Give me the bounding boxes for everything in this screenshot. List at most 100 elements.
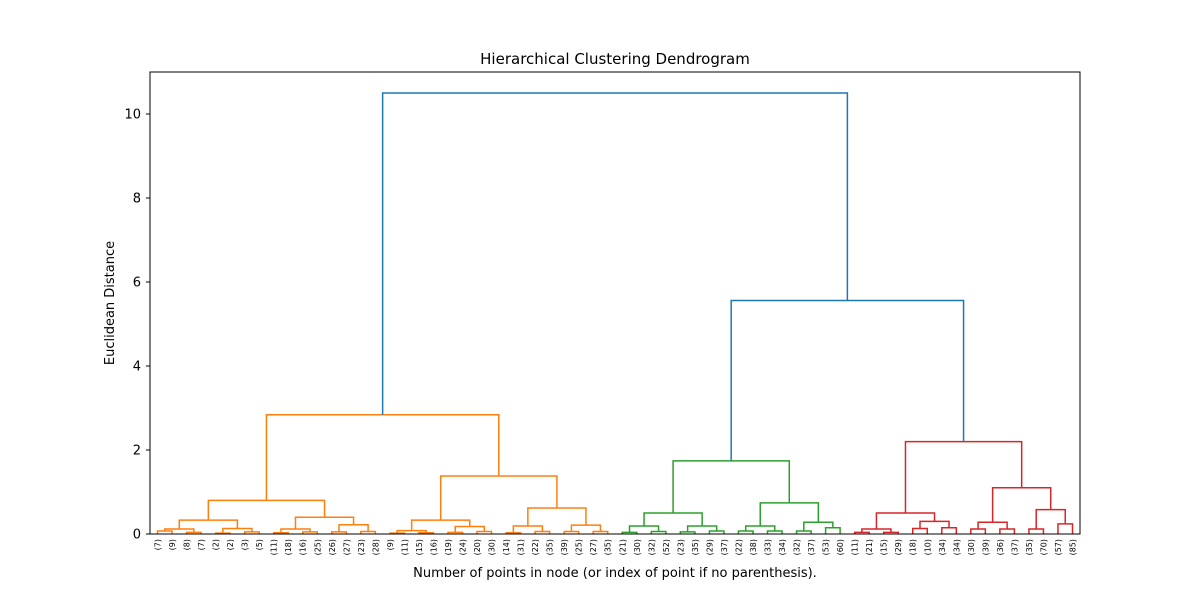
leaf-label: (25) (313, 539, 322, 555)
dendrogram-link-51 (527, 507, 587, 527)
y-tick-label: 10 (124, 108, 141, 123)
dendrogram-link-55 (991, 487, 1052, 523)
dendrogram-link-57 (439, 475, 558, 521)
leaf-label: (38) (749, 539, 758, 555)
leaf-label: (11) (400, 539, 409, 555)
leaf-label: (37) (1010, 539, 1019, 555)
leaf-label: (31) (517, 539, 526, 555)
leaf-label: (7) (154, 539, 163, 550)
dendrogram-link-27 (941, 526, 958, 534)
leaf-label: (23) (676, 539, 685, 555)
leaf-label: (36) (996, 539, 1005, 555)
leaf-label: (32) (793, 539, 802, 555)
leaf-label: (52) (662, 539, 671, 555)
dendrogram-link-49 (294, 516, 355, 529)
leaf-label: (37) (807, 539, 816, 555)
leaf-label: (35) (604, 539, 613, 555)
y-tick-label: 4 (133, 360, 141, 375)
dendrogram-link-29 (999, 528, 1016, 534)
leaf-label: (27) (589, 539, 598, 555)
leaf-label: (35) (546, 539, 555, 555)
leaf-label: (33) (764, 539, 773, 555)
leaf-label: (7) (197, 539, 206, 550)
y-tick-label: 0 (133, 528, 141, 543)
leaf-label: (24) (459, 539, 468, 555)
leaf-label: (29) (894, 539, 903, 555)
leaf-label: (28) (371, 539, 380, 555)
leaf-label: (11) (851, 539, 860, 555)
leaf-label: (16) (299, 539, 308, 555)
leaf-label: (30) (967, 539, 976, 555)
dendrogram-link-28 (970, 528, 987, 534)
dendrogram-link-48 (178, 519, 239, 529)
leaf-label: (25) (575, 539, 584, 555)
dendrogram-link-30 (1028, 528, 1045, 534)
dendrogram-link-50 (410, 519, 471, 531)
leaf-label: (39) (981, 539, 990, 555)
y-tick-label: 6 (133, 276, 141, 291)
leaf-label: (19) (444, 539, 453, 555)
leaf-label: (5) (255, 539, 264, 550)
dendrogram-link-58 (672, 460, 791, 513)
leaf-label: (30) (633, 539, 642, 555)
dendrogram-link-26 (911, 527, 929, 534)
leaf-label: (27) (342, 539, 351, 555)
leaf-label: (37) (720, 539, 729, 555)
dendrogram-link-23 (824, 526, 841, 534)
leaf-label: (20) (473, 539, 482, 555)
leaf-label: (15) (880, 539, 889, 555)
leaf-label: (34) (778, 539, 787, 555)
leaf-label: (21) (865, 539, 874, 555)
y-axis-label: Euclidean Distance (103, 241, 118, 365)
plot-frame (149, 71, 1081, 535)
leaf-label: (16) (429, 539, 438, 555)
leaf-label: (22) (734, 539, 743, 555)
leaf-label: (2) (226, 539, 235, 550)
dendrogram-link-31 (1057, 523, 1074, 534)
dendrogram-link-46 (977, 521, 1008, 529)
dendrogram-link-42 (744, 525, 776, 532)
leaf-label: (3) (241, 539, 250, 550)
x-axis: (7) (9) (8) (7) (2) (2) (3) (5) (11) (18) (16) (25)… (154, 539, 1078, 555)
leaf-label: (35) (1025, 539, 1034, 555)
dendrogram-link-59 (904, 440, 1023, 513)
dendrogram-links (156, 92, 1074, 534)
leaf-label: (60) (836, 539, 845, 555)
dendrogram-link-43 (803, 521, 834, 532)
leaf-label: (9) (386, 539, 395, 550)
leaf-label: (23) (357, 539, 366, 555)
leaf-label: (85) (1069, 539, 1078, 555)
leaf-label: (35) (691, 539, 700, 555)
leaf-label: (15) (415, 539, 424, 555)
dendrogram-link-39 (570, 524, 602, 532)
leaf-label: (30) (488, 539, 497, 555)
leaf-label: (18) (909, 539, 918, 555)
leaf-label: (26) (328, 539, 337, 555)
leaf-label: (32) (647, 539, 656, 555)
dendrogram-link-62 (381, 92, 849, 415)
leaf-label: (34) (952, 539, 961, 555)
leaf-label: (11) (270, 539, 279, 555)
leaf-label: (29) (705, 539, 714, 555)
dendrogram-link-47 (1035, 508, 1066, 529)
y-axis: 0 2 4 6 8 10 (124, 108, 150, 543)
leaf-label: (57) (1054, 539, 1063, 555)
leaf-label: (14) (502, 539, 511, 555)
leaf-label: (10) (923, 539, 932, 555)
leaf-label: (22) (531, 539, 540, 555)
chart-title: Hierarchical Clustering Dendrogram (480, 50, 750, 68)
leaf-label: (39) (560, 539, 569, 555)
dendrogram-link-52 (643, 512, 703, 527)
y-tick-label: 2 (133, 444, 141, 459)
x-axis-label: Number of points in node (or index of po… (413, 566, 817, 581)
leaf-label: (8) (183, 539, 192, 550)
dendrogram-link-60 (265, 413, 500, 501)
leaf-label: (21) (618, 539, 627, 555)
leaf-label: (9) (168, 539, 177, 550)
dendrogram-link-61 (730, 299, 965, 461)
leaf-label: (34) (938, 539, 947, 555)
leaf-label: (53) (822, 539, 831, 555)
leaf-label: (18) (284, 539, 293, 555)
y-tick-label: 8 (133, 192, 141, 207)
